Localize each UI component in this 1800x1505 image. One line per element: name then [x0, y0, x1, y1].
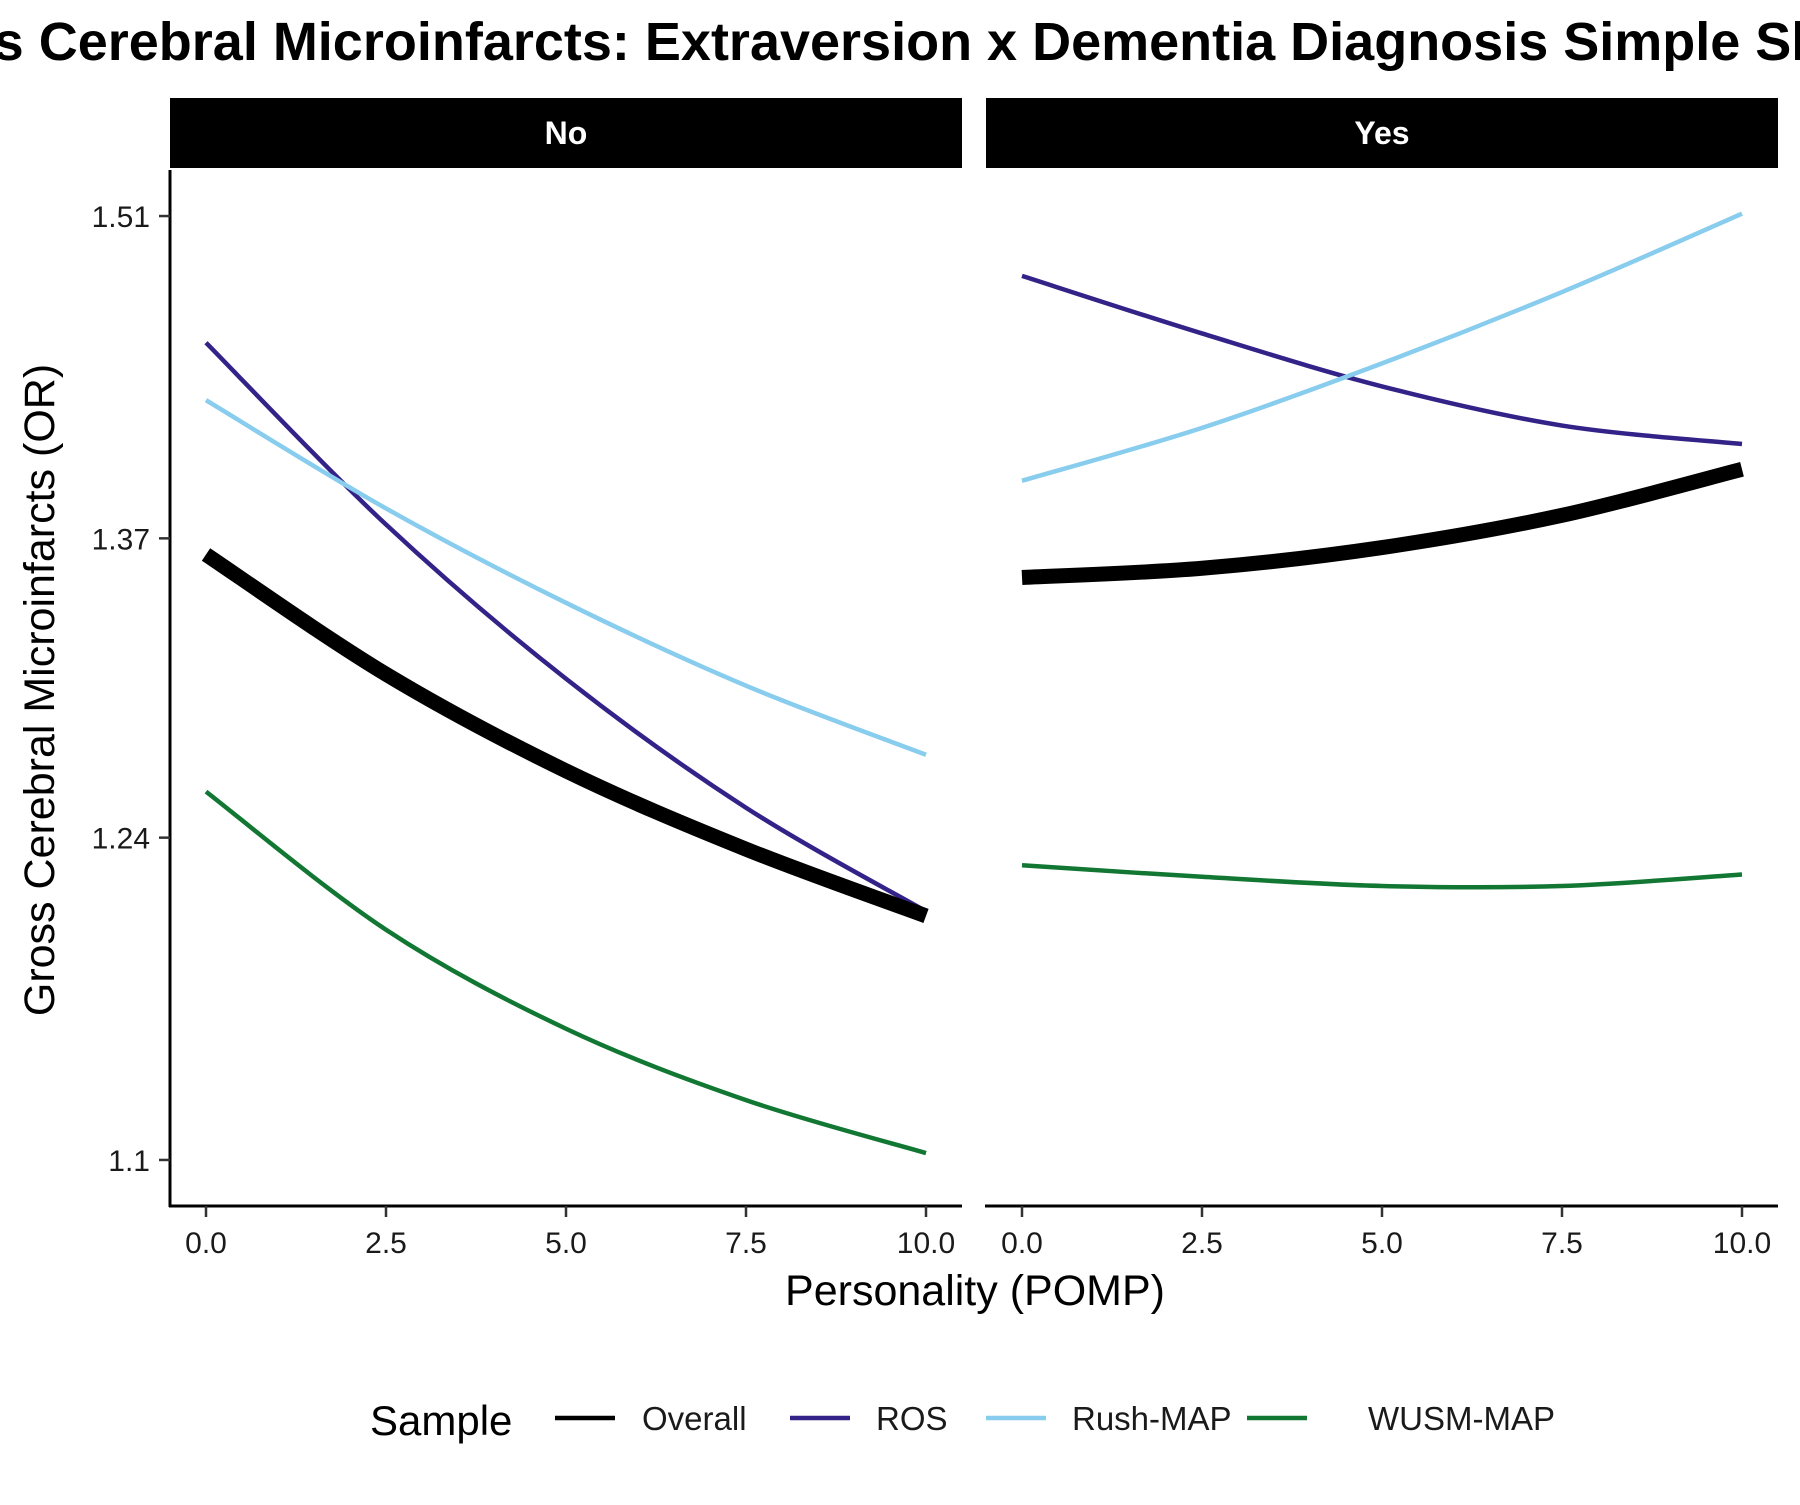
panels-layer: 1.1 1.24 1.37 1.51 No 0.0 2.5 5.0 7.5 10.0 Yes 0.0 2… [92, 98, 1778, 1260]
x-tick-label: 7.5 [1541, 1227, 1583, 1260]
legend-entries: Overall ROS Rush-MAP WUSM-MAP [555, 1400, 1555, 1437]
facet-strip [170, 98, 962, 168]
legend-label: WUSM-MAP [1368, 1400, 1555, 1437]
y-axis-title: Gross Cerebral Microinfarcts (OR) [16, 364, 64, 1016]
panel-no: No 0.0 2.5 5.0 7.5 10.0 [169, 98, 962, 1260]
series-line-wusm-map [204, 789, 927, 1156]
x-axis-title: Personality (POMP) [785, 1267, 1165, 1315]
facet-strip-label: Yes [1354, 115, 1409, 151]
legend-title: Sample [370, 1397, 512, 1444]
legend-label: Rush-MAP [1072, 1400, 1232, 1437]
x-tick-label: 2.5 [1181, 1227, 1223, 1260]
y-axis: 1.1 1.24 1.37 1.51 [92, 170, 172, 1207]
legend-item-overall: Overall [555, 1400, 747, 1437]
legend-label: Overall [642, 1400, 747, 1437]
series-line-ros [1021, 273, 1743, 447]
legend: Sample Overall ROS Rush-MAP WUSM-MAP [370, 1397, 1555, 1444]
series-line-wusm-map [1021, 863, 1743, 890]
legend-item-wusm-map: WUSM-MAP [1247, 1400, 1555, 1437]
x-tick-label: 10.0 [1713, 1227, 1771, 1260]
facet-strip-label: No [545, 115, 588, 151]
y-tick-label: 1.24 [92, 823, 150, 856]
x-tick-label: 2.5 [365, 1227, 407, 1260]
series-line-overall [1021, 462, 1744, 585]
x-tick-label: 5.0 [1361, 1227, 1403, 1260]
series-line-rush-map [1021, 211, 1743, 483]
series-line-overall [201, 548, 929, 923]
y-tick-label: 1.1 [108, 1145, 150, 1178]
chart-title: Gross Cerebral Microinfarcts: Extraversi… [0, 12, 1800, 72]
x-tick-label: 0.0 [185, 1227, 227, 1260]
x-tick-label: 0.0 [1001, 1227, 1043, 1260]
series-line-ros [204, 341, 928, 914]
x-tick-label: 10.0 [897, 1227, 955, 1260]
series-line-rush-map [204, 398, 927, 757]
y-tick-label: 1.51 [92, 201, 150, 234]
legend-label: ROS [876, 1400, 948, 1437]
legend-item-rush-map: Rush-MAP [986, 1400, 1232, 1437]
x-tick-label: 7.5 [725, 1227, 767, 1260]
panel-yes: Yes 0.0 2.5 5.0 7.5 10.0 [985, 98, 1778, 1260]
y-tick-label: 1.37 [92, 523, 150, 556]
x-tick-label: 5.0 [545, 1227, 587, 1260]
legend-item-ros: ROS [790, 1400, 948, 1437]
facet-strip [986, 98, 1778, 168]
